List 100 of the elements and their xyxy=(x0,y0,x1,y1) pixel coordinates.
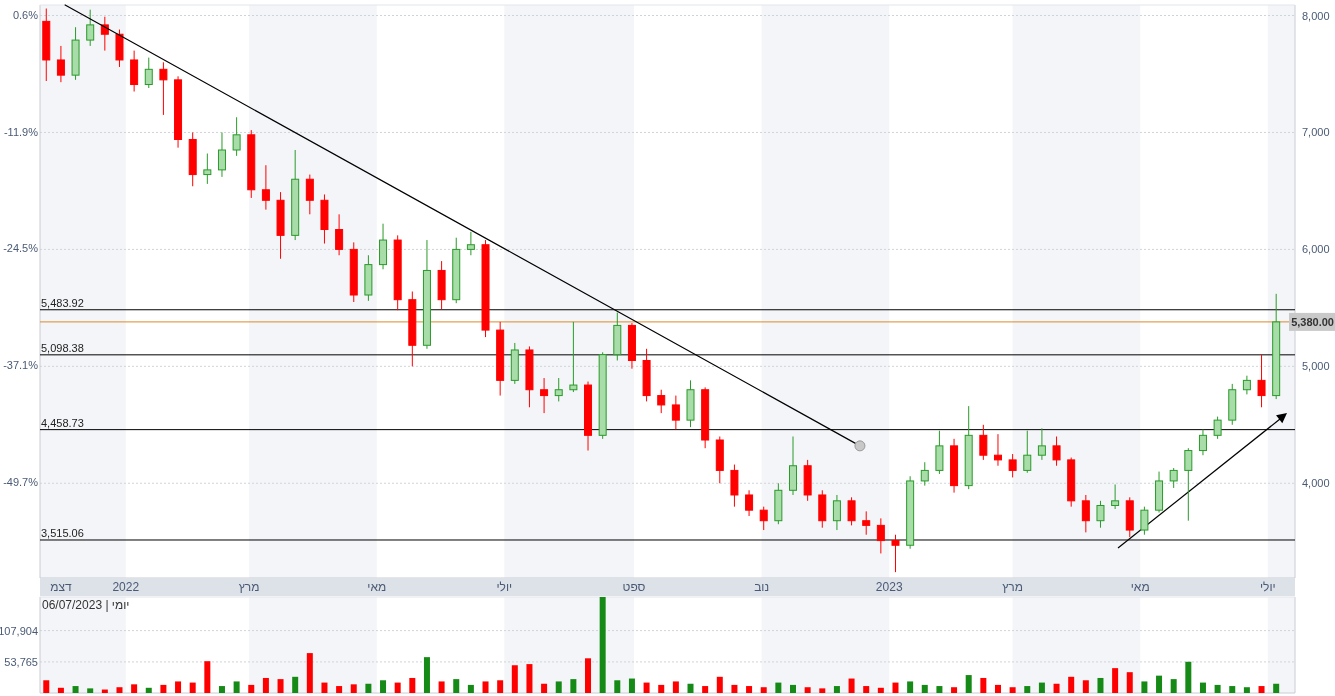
bar xyxy=(116,687,123,693)
bar xyxy=(848,678,855,693)
y-tick-label: 4,000 xyxy=(1302,477,1330,490)
bar xyxy=(145,687,152,693)
bar xyxy=(87,688,94,693)
bar xyxy=(453,679,460,693)
candlestick xyxy=(1081,494,1090,533)
bar xyxy=(819,688,826,693)
bar xyxy=(804,687,811,693)
bar xyxy=(526,664,533,693)
x-tick-label: 2023 xyxy=(875,580,903,594)
candlestick xyxy=(232,116,241,157)
bar xyxy=(921,684,928,693)
candlestick xyxy=(920,461,929,487)
candlestick xyxy=(203,153,212,185)
bar xyxy=(833,686,840,693)
ref-line-label: 5,483.92 xyxy=(41,296,84,309)
bar xyxy=(716,676,723,693)
y-tick-label: 53,765 xyxy=(4,655,38,668)
candlestick xyxy=(144,57,153,89)
candlestick xyxy=(305,174,314,215)
candlestick xyxy=(86,9,95,47)
x-tick-label: מרץ xyxy=(238,580,260,594)
bar xyxy=(555,681,562,693)
bar xyxy=(350,684,357,693)
candlestick xyxy=(261,164,270,211)
bar xyxy=(1156,675,1163,693)
bar xyxy=(775,682,782,693)
x-tick-label: מאי xyxy=(1130,580,1150,594)
bar xyxy=(277,679,284,693)
bar xyxy=(1229,686,1236,693)
bar xyxy=(1273,683,1280,693)
candlestick xyxy=(1169,467,1178,489)
bar xyxy=(1243,687,1250,693)
bar xyxy=(57,687,64,693)
candlestick xyxy=(1052,436,1061,467)
bar xyxy=(628,678,635,693)
bar xyxy=(438,681,445,693)
bar xyxy=(467,684,474,693)
bar xyxy=(1009,687,1016,693)
candlestick xyxy=(657,389,666,414)
bar xyxy=(292,676,299,693)
candlestick xyxy=(1213,416,1222,440)
bar xyxy=(994,684,1001,693)
bar xyxy=(731,684,738,693)
ref-line-label: 5,098.38 xyxy=(41,341,84,354)
candlestick xyxy=(979,424,988,461)
bar xyxy=(43,680,50,693)
x-tick-label: 2022 xyxy=(112,580,140,594)
bar xyxy=(497,680,504,693)
bar xyxy=(204,661,211,693)
x-tick-label: נוב xyxy=(754,580,770,594)
candlestick xyxy=(217,131,226,178)
candlestick xyxy=(671,395,680,430)
bar xyxy=(160,684,167,693)
bar xyxy=(189,682,196,693)
candlestick xyxy=(1037,427,1046,461)
bar xyxy=(1053,683,1060,693)
candlestick xyxy=(862,510,871,536)
x-tick-label: דצמ xyxy=(50,580,72,594)
y2-tick-label: -49.7% xyxy=(3,476,39,489)
bar xyxy=(951,687,958,693)
bar xyxy=(131,684,138,693)
candlestick xyxy=(466,231,475,256)
bar xyxy=(614,680,621,693)
bar xyxy=(672,681,679,693)
bar xyxy=(1258,686,1265,693)
bar xyxy=(482,681,489,693)
candlestick xyxy=(1257,354,1266,408)
bar xyxy=(306,653,313,693)
x-tick-label: ספט xyxy=(622,580,646,594)
bar xyxy=(585,658,592,693)
y2-tick-label: -11.9% xyxy=(3,125,39,138)
bar xyxy=(877,687,884,693)
candlestick xyxy=(1023,430,1032,474)
bar xyxy=(965,675,972,693)
candlestick xyxy=(1111,483,1120,510)
bar xyxy=(1185,661,1192,693)
bar xyxy=(394,682,401,693)
bar xyxy=(1097,677,1104,693)
candlestick xyxy=(159,61,168,116)
candlestick xyxy=(335,213,344,256)
bar xyxy=(1199,682,1206,693)
bar xyxy=(760,687,767,693)
bar xyxy=(365,683,372,693)
ref-line-label: 5,380.00 xyxy=(1291,315,1334,328)
bar xyxy=(599,597,606,693)
x-tick-label: מאי xyxy=(367,580,387,594)
candlestick xyxy=(745,489,754,517)
candlestick xyxy=(1184,447,1193,522)
bar xyxy=(511,665,518,693)
bar xyxy=(643,682,650,693)
bar xyxy=(1126,672,1133,693)
y2-tick-label: -37.1% xyxy=(3,359,39,372)
candlestick xyxy=(56,45,65,83)
bar xyxy=(72,686,79,693)
candlestick xyxy=(1008,453,1017,478)
bar xyxy=(702,686,709,693)
bar xyxy=(541,683,548,693)
bar xyxy=(892,682,899,693)
